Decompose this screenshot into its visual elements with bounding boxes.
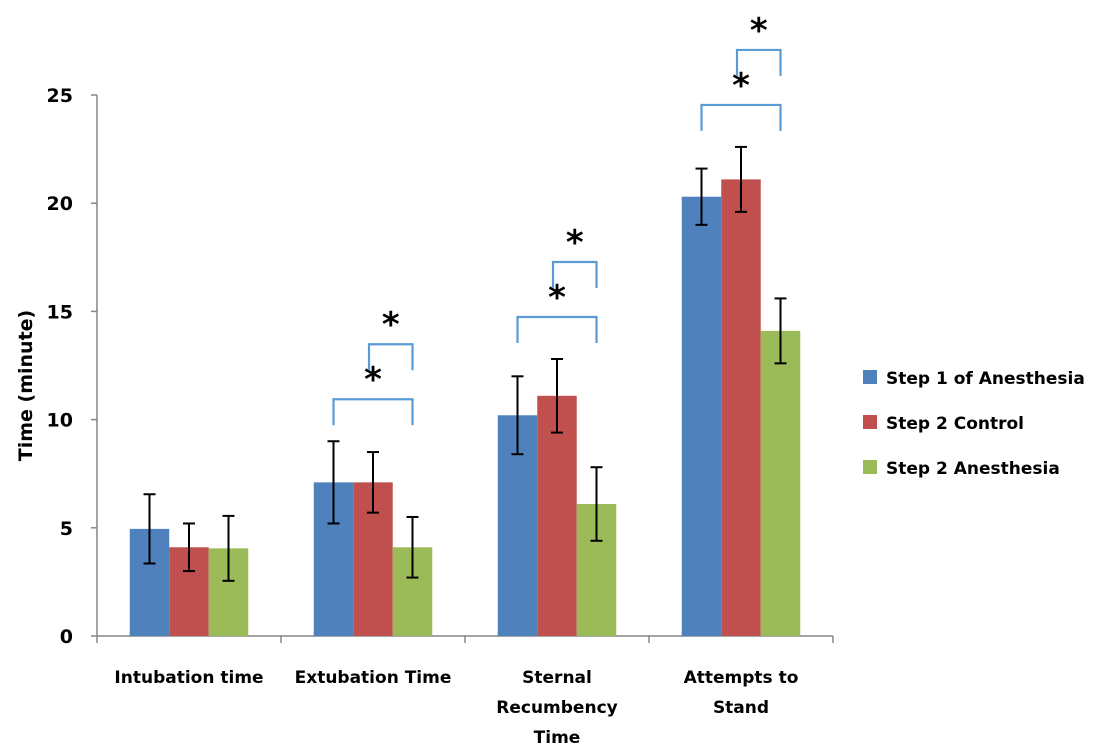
axis-labels: Intubation time Extubation Time Sternal Rec… (15, 310, 798, 747)
x-category-label-line: Time (534, 728, 581, 747)
y-tick-label: 20 (47, 193, 73, 215)
significance-bracket: * (516, 278, 598, 344)
x-category-label-line: Sternal (522, 668, 592, 688)
significance-star: * (548, 278, 566, 318)
bracket-line (700, 103, 782, 131)
legend-item: Step 2 Control (863, 414, 1024, 434)
x-category-label-line: Stand (713, 698, 769, 718)
error-bar-2-0 (511, 375, 524, 456)
x-category-label-line: Extubation Time (295, 668, 452, 688)
legend: Step 1 of Anesthesia Step 2 Control Step 2… (863, 369, 1085, 479)
x-category-label: Intubation time (114, 668, 263, 688)
y-tick-label: 5 (60, 518, 73, 540)
error-bar-0-0 (143, 493, 156, 565)
significance-bracket: * (367, 305, 414, 371)
legend-swatch (863, 370, 877, 384)
y-tick-label: 10 (47, 410, 73, 432)
bracket-line (367, 343, 414, 371)
bracket-line (735, 48, 782, 76)
legend-swatch (863, 415, 877, 429)
error-bar-2-2 (590, 466, 603, 542)
significance-star: * (750, 11, 768, 51)
significance-bracket: * (735, 11, 782, 76)
x-category-label: Sternal Recumbency Time (496, 668, 617, 747)
x-category-label: Extubation Time (295, 668, 452, 688)
significance-bracket: * (700, 66, 782, 131)
error-bar-3-2 (774, 297, 787, 365)
y-tick-label: 0 (60, 626, 73, 648)
x-category-label-line: Intubation time (114, 668, 263, 688)
bar-3-1 (721, 179, 761, 636)
legend-label: Step 2 Control (886, 414, 1024, 434)
x-category-label-line: Recumbency (496, 698, 617, 718)
bar-3-2 (760, 330, 801, 636)
error-bar-0-1 (183, 522, 195, 573)
significance-star: * (382, 305, 400, 345)
legend-label: Step 2 Anesthesia (886, 459, 1060, 479)
significance-star: * (364, 360, 382, 400)
legend-swatch (863, 460, 877, 474)
bars (129, 179, 801, 636)
bracket-line (332, 398, 414, 426)
y-tick-label: 15 (47, 301, 73, 323)
error-bar-1-0 (327, 440, 340, 525)
y-tick-label: 25 (47, 85, 73, 107)
error-bar-2-1 (551, 358, 563, 434)
error-bars (143, 145, 787, 582)
error-bar-3-1 (735, 145, 747, 213)
x-category-label-line: Attempts to (684, 668, 799, 688)
significance-bracket: * (332, 360, 414, 426)
y-axis-title: Time (minute) (15, 310, 37, 461)
significance-star: * (732, 66, 750, 106)
error-bar-0-2 (222, 514, 235, 582)
bar-3-0 (681, 196, 722, 636)
error-bar-3-0 (695, 167, 708, 226)
significance-star: * (566, 223, 584, 263)
x-category-label: Attempts to Stand (684, 668, 799, 718)
bracket-line (551, 260, 598, 289)
legend-item: Step 2 Anesthesia (863, 459, 1060, 479)
error-bar-1-1 (367, 451, 379, 514)
significance-bracket: * (551, 223, 598, 289)
bar-2-1 (537, 395, 577, 636)
bracket-line (516, 315, 598, 344)
legend-item: Step 1 of Anesthesia (863, 369, 1085, 389)
significance-markers: ****** (332, 11, 782, 426)
legend-label: Step 1 of Anesthesia (886, 369, 1085, 389)
error-bar-1-2 (406, 515, 419, 579)
